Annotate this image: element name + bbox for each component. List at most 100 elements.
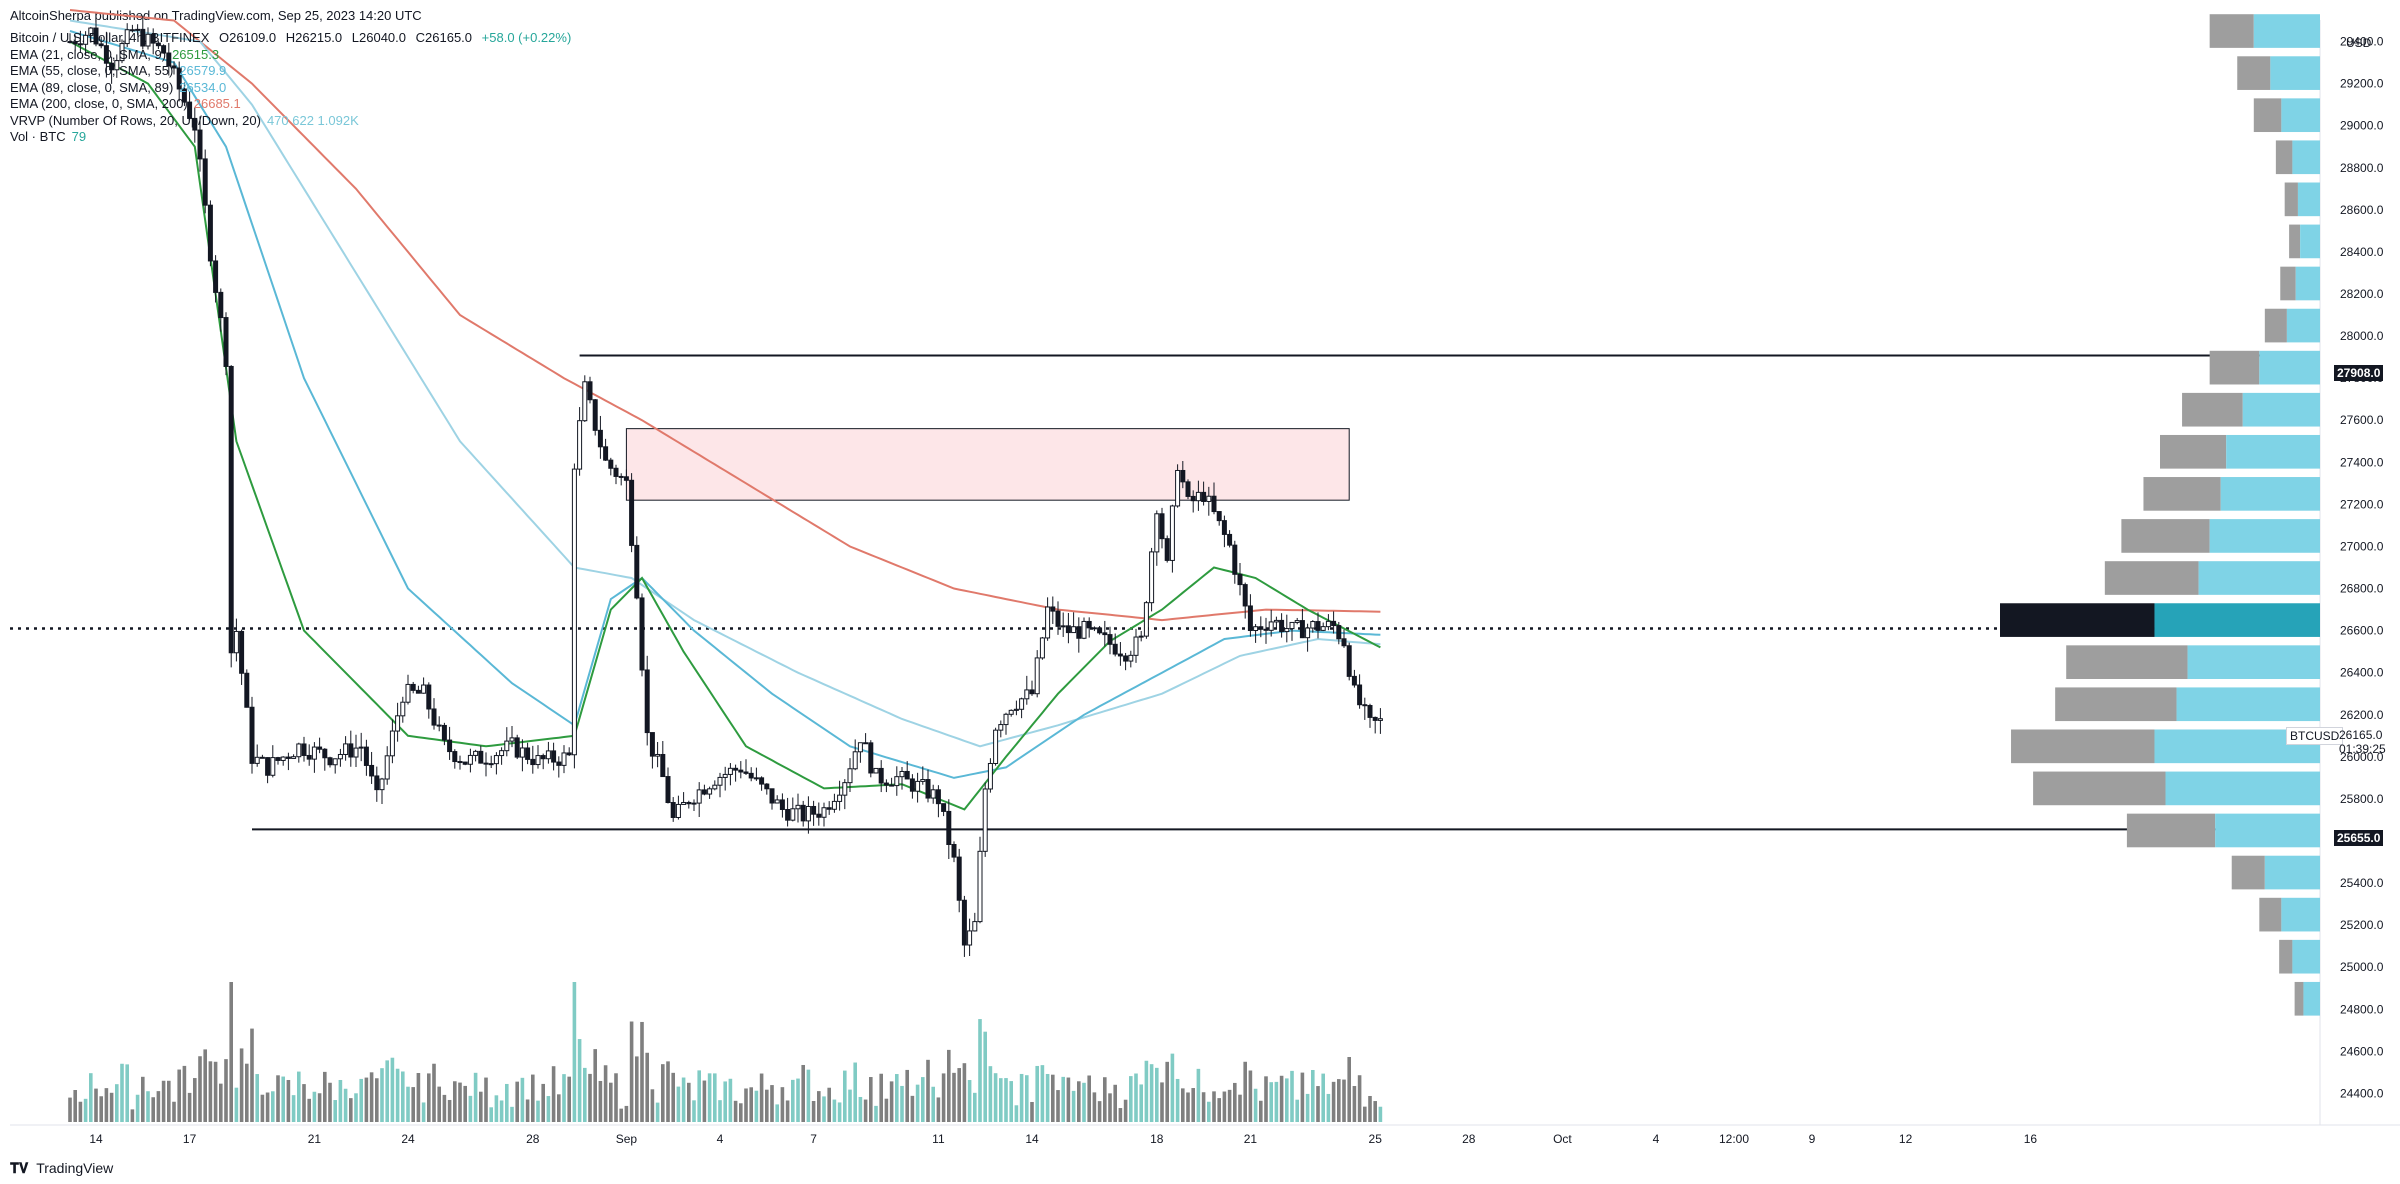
- candle-body: [556, 761, 562, 766]
- candle-body: [171, 65, 177, 69]
- candle-body: [655, 753, 661, 757]
- volume-bar: [130, 1109, 135, 1122]
- volume-bar: [224, 1059, 228, 1122]
- volume-bar: [104, 1088, 109, 1122]
- candle-body: [675, 803, 681, 818]
- candle-body: [847, 768, 853, 784]
- candle-body: [509, 737, 515, 742]
- time-tick-label: 14: [89, 1132, 103, 1146]
- candle-body: [77, 43, 83, 46]
- candle-body: [1341, 638, 1347, 647]
- price-label-top-level: 27908.0: [2334, 365, 2384, 381]
- vrvp-up-bar: [2281, 897, 2320, 932]
- volume-bar: [676, 1086, 681, 1122]
- candle-body: [904, 770, 910, 780]
- candle-body: [311, 746, 317, 760]
- candle-body: [249, 706, 255, 764]
- volume-bar: [489, 1107, 493, 1122]
- candle-body: [1019, 698, 1025, 710]
- candle-body: [571, 468, 577, 756]
- volume-bar: [884, 1098, 889, 1122]
- indicator-ema200[interactable]: EMA (200, close, 0, SMA, 200) 26685.1: [10, 96, 571, 113]
- candle-body: [88, 27, 94, 36]
- candle-body: [1331, 620, 1337, 627]
- volume-bar: [744, 1088, 748, 1122]
- indicator-ema21[interactable]: EMA (21, close, 0, SMA, 9) 26515.3: [10, 47, 571, 64]
- volume-bar: [957, 1068, 961, 1122]
- volume-bar: [219, 1083, 223, 1122]
- candle-body: [348, 743, 354, 758]
- currency-label[interactable]: USD: [2346, 36, 2372, 50]
- volume-bar: [432, 1063, 436, 1122]
- indicator-ema55[interactable]: EMA (55, close, 0, SMA, 55) 26579.9: [10, 63, 571, 80]
- volume-profile: [2000, 14, 2320, 1016]
- candle-body: [681, 801, 687, 805]
- volume-bar: [666, 1061, 670, 1122]
- volume-bar: [988, 1066, 993, 1122]
- indicator-ema89[interactable]: EMA (89, close, 0, SMA, 89) 26534.0: [10, 80, 571, 97]
- volume-bar: [447, 1099, 452, 1122]
- candle-body: [1206, 495, 1212, 502]
- volume-bar: [697, 1070, 701, 1122]
- vrvp-down-bar: [2126, 813, 2216, 848]
- indicator-volume[interactable]: Vol · BTC 79: [10, 129, 571, 146]
- volume-bar: [733, 1100, 738, 1122]
- symbol-row: Bitcoin / U.S. Dollar, 4h, BITFINEX O261…: [10, 30, 571, 47]
- candle-body: [259, 756, 265, 759]
- volume-bar: [364, 1077, 369, 1122]
- volume-bar: [1123, 1099, 1128, 1122]
- candle-body: [1055, 610, 1061, 627]
- candle-body: [722, 773, 728, 778]
- volume-bar: [167, 1080, 171, 1122]
- price-tick-label: 26200.0: [2340, 708, 2384, 722]
- volume-bar: [1014, 1105, 1019, 1122]
- candle-body: [1294, 620, 1300, 623]
- candle-body: [155, 42, 161, 47]
- candle-body: [639, 597, 645, 671]
- candle-body: [462, 761, 468, 765]
- vrvp-down-bar: [2289, 224, 2301, 259]
- volume-bar: [1326, 1093, 1331, 1122]
- candle-body: [545, 750, 551, 760]
- tradingview-logo[interactable]: 𝐓𝐕 TradingView: [10, 1160, 113, 1177]
- volume-bar: [936, 1097, 941, 1122]
- candle-body: [1258, 626, 1264, 630]
- candle-body: [998, 724, 1004, 731]
- candle-body: [478, 750, 484, 764]
- candle-body: [1310, 621, 1316, 629]
- volume-bar: [1030, 1101, 1034, 1122]
- candle-body: [1169, 505, 1175, 561]
- candle-body: [166, 52, 172, 67]
- candle-body: [213, 260, 219, 293]
- volume-bars: [68, 982, 1383, 1122]
- candle-body: [1247, 605, 1253, 632]
- candle-body: [961, 899, 967, 946]
- indicator-vrvp[interactable]: VRVP (Number Of Rows, 20, Up/Down, 20) 47…: [10, 113, 571, 130]
- candle-body: [956, 856, 962, 901]
- vrvp-up-bar: [2165, 771, 2320, 806]
- candle-body: [150, 33, 156, 44]
- candle-body: [1008, 709, 1014, 715]
- volume-bar: [1087, 1075, 1091, 1122]
- candle-body: [1315, 621, 1321, 631]
- candle-body: [280, 756, 286, 761]
- volume-bar: [993, 1073, 998, 1122]
- candle-body: [1279, 619, 1285, 633]
- candle-body: [493, 755, 499, 765]
- volume-bar: [551, 1066, 556, 1122]
- ohlc-change: +58.0 (+0.22%): [481, 30, 572, 45]
- indicator-value: 26685.1: [193, 96, 241, 111]
- volume-bar: [817, 1091, 821, 1122]
- price-tick-label: 25400.0: [2340, 876, 2384, 890]
- candle-body: [1107, 634, 1113, 645]
- time-tick-label: 16: [2024, 1132, 2038, 1146]
- candle-body: [1024, 689, 1030, 700]
- time-tick-label: 12:00: [1719, 1132, 1749, 1146]
- volume-bar: [1066, 1077, 1071, 1122]
- volume-bar: [1092, 1092, 1097, 1122]
- volume-bar: [1118, 1108, 1123, 1122]
- volume-bar: [619, 1108, 623, 1122]
- volume-bar: [78, 1101, 83, 1122]
- volume-bar: [1357, 1075, 1362, 1122]
